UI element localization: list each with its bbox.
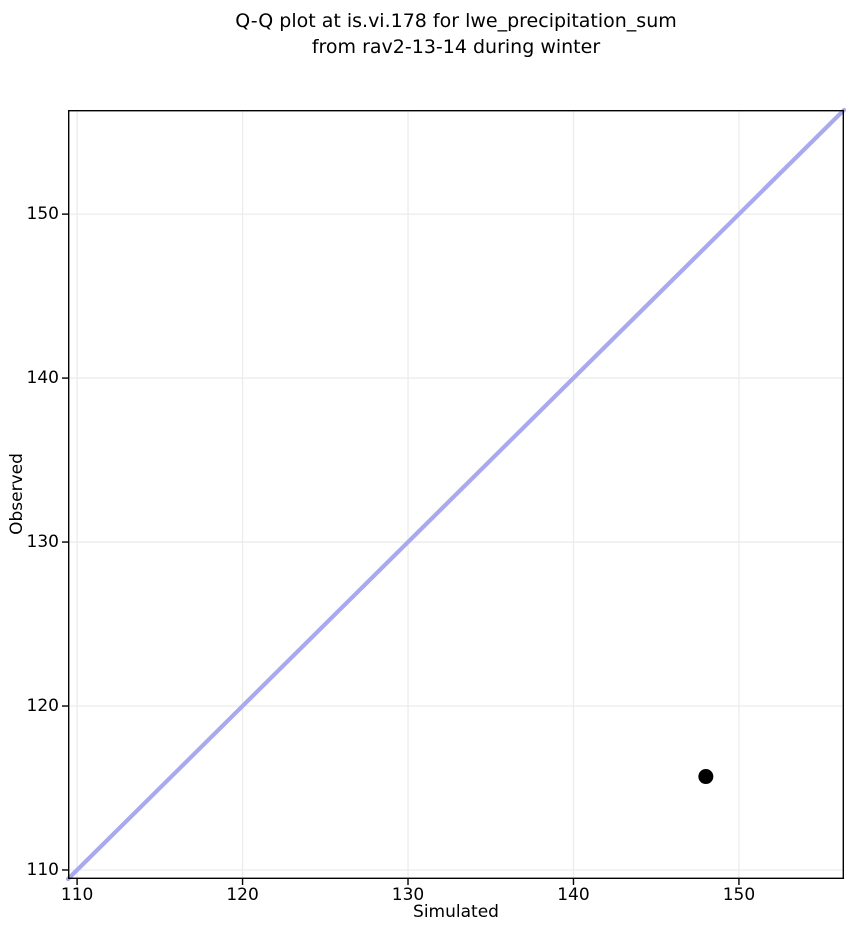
- y-tick-label: 110: [26, 859, 59, 880]
- chart-title-line1: Q-Q plot at is.vi.178 for lwe_precipitat…: [235, 10, 677, 32]
- y-tick-label: 140: [26, 368, 59, 389]
- x-tick-label: 110: [60, 885, 94, 905]
- x-axis-label: Simulated: [413, 902, 499, 922]
- y-tick-label: 120: [26, 696, 59, 717]
- x-tick-label: 120: [226, 885, 259, 905]
- x-tick-label: 130: [391, 885, 425, 905]
- x-tick-label: 150: [722, 885, 756, 905]
- data-point: [698, 769, 714, 785]
- y-tick-label: 130: [26, 532, 59, 553]
- plot-area: 110 120 130 140 150 110 120 130 140 150: [27, 107, 847, 905]
- chart-title: Q-Q plot at is.vi.178 for lwe_precipitat…: [68, 8, 844, 60]
- y-tick-label: 150: [26, 204, 59, 225]
- chart-title-line2: from rav2-13-14 during winter: [311, 36, 601, 58]
- y-axis-label: Observed: [7, 453, 27, 535]
- x-tick-label: 140: [557, 885, 590, 905]
- plot-border: [67, 109, 844, 879]
- identity-line: [65, 107, 847, 882]
- plot-canvas: [62, 107, 847, 885]
